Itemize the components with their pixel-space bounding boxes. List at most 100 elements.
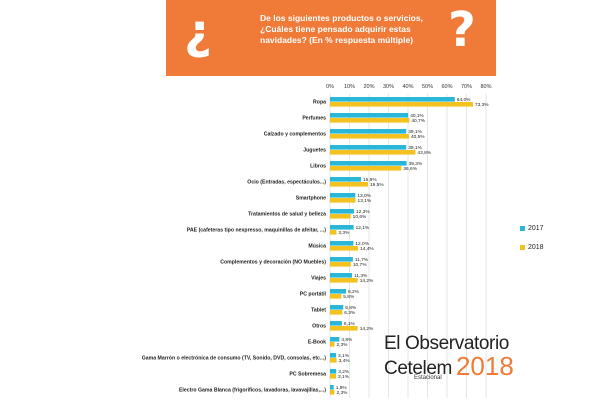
category-label: Tablet — [311, 308, 326, 314]
banner-background — [166, 0, 496, 76]
category-labels: Ropa Perfumes Calzado y complementos Juguet… — [142, 100, 327, 394]
category-label: Tratamientos de salud y belleza — [248, 212, 326, 218]
bar-2017 — [330, 289, 346, 294]
bar-2018 — [330, 294, 342, 299]
data-label-2017: 15,9% — [363, 177, 377, 183]
legend-swatch-2017 — [520, 226, 525, 231]
bar-2018 — [330, 166, 402, 171]
bar-2017 — [330, 161, 407, 166]
bar-2017 — [330, 385, 334, 390]
x-tick-label: 30% — [383, 84, 394, 90]
bar-2018 — [330, 262, 351, 267]
bar-2017 — [330, 337, 340, 342]
data-label-2017: 6,1% — [344, 321, 356, 327]
x-tick-label: 50% — [422, 84, 433, 90]
category-label: PC portátil — [300, 292, 327, 298]
data-label-2018: 10,6% — [353, 214, 367, 220]
data-label-2017: 12,0% — [355, 241, 369, 247]
data-label-2018: 13,1% — [358, 198, 372, 204]
x-tick-label: 70% — [461, 84, 472, 90]
question-banner: ¿ De los siguientes productos o servicio… — [166, 0, 496, 76]
bar-2017 — [330, 113, 409, 118]
data-label-2017: 12,1% — [356, 225, 370, 231]
data-label-2018: 40,7% — [411, 118, 425, 124]
data-label-2018: 2,3% — [336, 390, 348, 396]
chart-legend: 2017 2018 — [520, 225, 544, 263]
data-label-2017: 39,1% — [408, 129, 422, 135]
bar-2018 — [330, 358, 337, 363]
x-axis-ticks: 0% 10% 20% 30% 40% 50% 60% 70% 80% — [326, 84, 492, 90]
data-label-2018: 10,7% — [353, 262, 367, 268]
data-label-2017: 6,8% — [345, 305, 357, 311]
category-label: Ocio (Entradas, espectáculos...) — [247, 180, 326, 186]
category-label: E-Book — [308, 340, 326, 346]
data-label-2017: 13,0% — [357, 193, 371, 199]
bar-2017 — [330, 353, 337, 358]
category-label: Complementos y decoración (NO Muebles) — [220, 260, 326, 266]
x-tick-label: 40% — [402, 84, 413, 90]
x-tick-label: 80% — [480, 84, 491, 90]
data-label-2018: 73,3% — [475, 102, 489, 108]
data-label-2018: 14,2% — [360, 278, 374, 284]
data-label-2017: 12,3% — [356, 209, 370, 215]
brand-year: 2018 — [455, 351, 514, 381]
data-label-2017: 40,1% — [410, 113, 424, 119]
bar-2018 — [330, 374, 337, 379]
category-label: Música — [308, 244, 326, 250]
bar-2017 — [330, 241, 354, 246]
brand-logo: El Observatorio Cetelem 2018 Estacional — [384, 334, 524, 382]
data-label-2017: 39,3% — [409, 161, 423, 167]
category-label: Smartphone — [296, 196, 326, 202]
question-mark-icon: ? — [448, 2, 476, 58]
category-label: PC Sobremesa — [289, 372, 326, 378]
bar-2017 — [330, 193, 356, 198]
data-label-2017: 3,1% — [338, 353, 350, 359]
brand-subtitle: Estacional — [414, 375, 442, 381]
bar-2017 — [330, 209, 354, 214]
data-label-2018: 19,5% — [370, 182, 384, 188]
bar-2018 — [330, 134, 409, 139]
category-label: Ropa — [313, 100, 326, 106]
bar-2018 — [330, 246, 359, 251]
bar-2018 — [330, 390, 335, 395]
bar-2018 — [330, 326, 358, 331]
data-label-2018: 14,2% — [360, 326, 374, 332]
bar-2018 — [330, 118, 410, 123]
bar-2018 — [330, 198, 356, 203]
category-label: Gama Marrón o electrónica de consumo (TV… — [142, 356, 327, 362]
bar-2018 — [330, 230, 337, 235]
brand-name: Cetelem — [384, 358, 452, 379]
bar-2018 — [330, 278, 358, 283]
data-label-2017: 1,9% — [336, 385, 348, 391]
brand-row: Cetelem 2018 — [384, 351, 524, 381]
data-label-2017: 3,2% — [338, 369, 350, 375]
data-label-2018: 36,6% — [403, 166, 417, 172]
legend-swatch-2018 — [520, 245, 525, 250]
bar-2017 — [330, 145, 407, 150]
bar-2017 — [330, 97, 455, 102]
legend-item-2018: 2018 — [520, 244, 544, 251]
data-label-2017: 8,2% — [348, 289, 360, 295]
legend-label-2017: 2017 — [528, 225, 544, 232]
category-label: Juguetes — [303, 148, 326, 154]
category-label: Viajes — [311, 276, 326, 282]
category-label: Otros — [312, 324, 326, 330]
category-label: Perfumes — [302, 116, 326, 122]
data-label-2018: 3,3% — [338, 230, 350, 236]
category-label: Electro Gama Blanca (frigoríficos, lavad… — [179, 388, 326, 394]
bar-2018 — [330, 150, 416, 155]
bar-2017 — [330, 257, 353, 262]
x-tick-label: 60% — [441, 84, 452, 90]
data-label-2018: 3,4% — [339, 358, 351, 364]
data-label-2018: 40,5% — [411, 134, 425, 140]
category-label: Calzado y complementos — [264, 132, 326, 138]
category-label: PAE (cafeteras tipo nexpresso, maquinill… — [187, 228, 326, 234]
bar-2018 — [330, 214, 351, 219]
chart-bars: 64,0%73,3%40,1%40,7%39,1%40,5%39,1%43,8%… — [330, 97, 489, 396]
x-tick-label: 20% — [363, 84, 374, 90]
data-label-2018: 5,8% — [343, 294, 355, 300]
question-text: De los siguientes productos o servicios,… — [260, 13, 423, 45]
data-label-2017: 39,1% — [408, 145, 422, 151]
x-tick-label: 0% — [326, 84, 334, 90]
data-label-2017: 11,7% — [355, 257, 369, 263]
